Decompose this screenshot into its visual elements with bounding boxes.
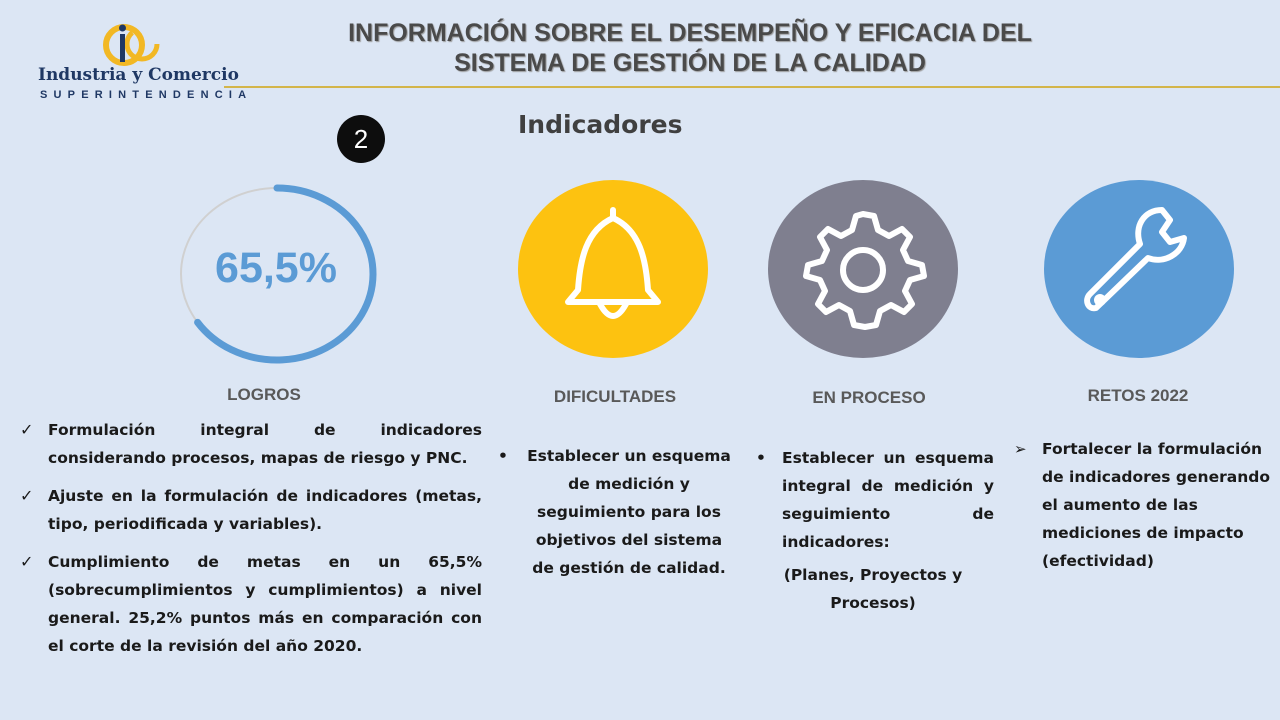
dificultades-heading: DIFICULTADES [553,387,677,406]
logo-name: Industria y Comercio [38,65,239,85]
gauge-value: 65,5% [215,244,337,292]
logros-heading: LOGROS [227,385,301,404]
section-subtitle: Indicadores [518,110,683,139]
list-item: Establecer un esquema integral de medici… [752,444,994,556]
wrench-circle [1044,180,1234,358]
header-divider [224,86,1280,88]
retos-heading: RETOS 2022 [1087,386,1189,405]
logo-mark-icon [103,24,160,66]
list-item: Establecer un esquema de medición y segu… [494,442,734,582]
logo: Industria y Comercio SUPERINTENDENCIA [34,20,246,102]
list-item: Fortalecer la formulación de indicadores… [1014,435,1272,575]
gear-circle [768,180,958,358]
list-item: Cumplimiento de metas en un 65,5% (sobre… [20,548,482,660]
dificultades-list: Establecer un esquema de medición y segu… [494,442,734,582]
list-item: Ajuste en la formulación de indicadores … [20,482,482,538]
logo-subtitle: SUPERINTENDENCIA [40,89,253,101]
en-proceso-list: Establecer un esquema integral de medici… [752,444,994,556]
list-item: Formulación integral de indicadores cons… [20,416,482,472]
progress-ring-arc [194,184,377,364]
logros-list: Formulación integral de indicadores cons… [20,416,482,670]
retos-list: Fortalecer la formulación de indicadores… [1014,435,1272,575]
en-proceso-note: (Planes, Proyectos y Procesos) [783,566,963,612]
en-proceso-heading: EN PROCESO [812,388,926,407]
title-line-1: INFORMACIÓN SOBRE EL DESEMPEÑO Y EFICACI… [348,19,1032,47]
bell-icon [565,207,661,319]
progress-ring-icon [180,184,377,364]
section-number-badge: 2 [337,115,385,163]
bell-circle [518,180,708,358]
title-line-2: SISTEMA DE GESTIÓN DE LA CALIDAD [454,49,926,77]
gear-icon [803,211,927,330]
page-title: INFORMACIÓN SOBRE EL DESEMPEÑO Y EFICACI… [300,18,1080,78]
wrench-icon [1084,207,1187,312]
